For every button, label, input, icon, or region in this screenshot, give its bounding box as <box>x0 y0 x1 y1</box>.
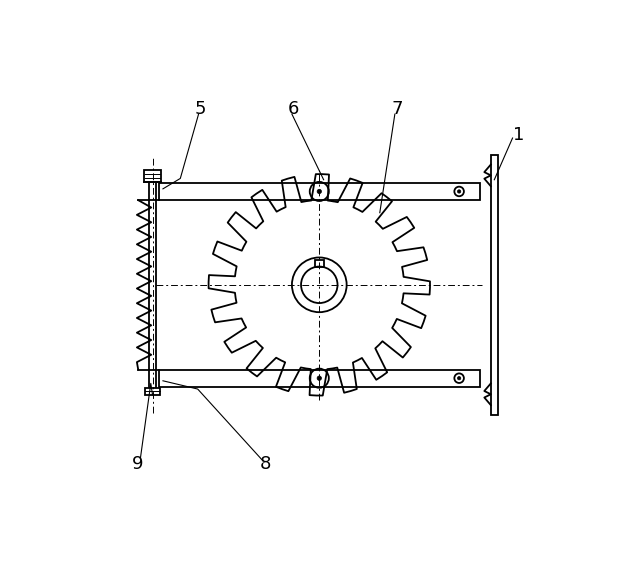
Circle shape <box>317 190 321 193</box>
Bar <box>315 259 323 267</box>
Text: 8: 8 <box>259 455 270 473</box>
Text: 7: 7 <box>392 100 403 118</box>
Circle shape <box>457 377 461 380</box>
Text: 5: 5 <box>194 100 206 118</box>
Bar <box>159 183 480 200</box>
Bar <box>159 369 480 387</box>
Bar <box>145 387 160 395</box>
Text: 9: 9 <box>132 455 143 473</box>
Bar <box>144 170 161 182</box>
Bar <box>491 155 498 415</box>
Circle shape <box>317 376 321 380</box>
Circle shape <box>457 190 461 193</box>
Text: 6: 6 <box>288 100 299 118</box>
Text: 1: 1 <box>513 126 525 144</box>
